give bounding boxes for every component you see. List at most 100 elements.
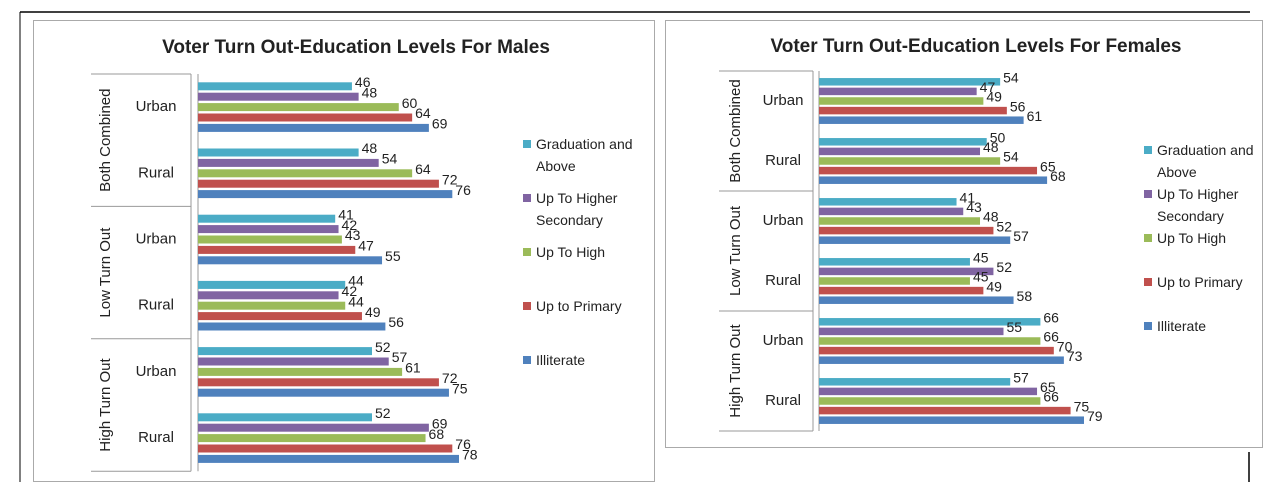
category-label: Rural [765,152,801,169]
data-label: 49 [365,304,381,320]
group-label: Low Turn Out [727,205,744,296]
data-label: 48 [983,209,999,225]
legend-label: Graduation and Above [1157,142,1254,180]
data-label: 65 [1040,158,1056,174]
data-label: 57 [1013,370,1029,386]
data-label: 69 [432,116,448,132]
legend-item: Up to Primary [1144,271,1263,293]
group-label: Both Combined [727,79,744,182]
chart: Voter Turn Out-Education Levels For Male… [33,20,655,482]
legend-swatch [1144,322,1152,330]
data-label: 76 [455,182,471,198]
bar [198,256,383,265]
bar [198,444,453,453]
bar [819,397,1041,405]
bar [198,214,336,223]
legend-swatch [523,194,531,202]
bar [198,322,386,331]
data-label: 55 [1006,319,1022,335]
data-label: 52 [996,218,1012,234]
data-label: 78 [462,447,478,463]
bar [819,198,957,206]
legend-swatch [1144,234,1152,242]
data-label: 52 [375,339,391,355]
data-label: 47 [358,238,374,254]
legend-label: Up to Primary [536,298,622,314]
data-label: 65 [1040,379,1056,395]
chart-title: Voter Turn Out-Education Levels For Fema… [770,36,1181,57]
bar [198,179,439,188]
bar [198,388,449,397]
data-label: 48 [983,139,999,155]
bar [819,116,1024,124]
data-label: 42 [342,283,358,299]
data-label: 43 [966,199,982,215]
legend-swatch [523,140,531,148]
data-label: 60 [402,95,418,111]
bar [198,123,429,132]
plot: Voter Turn Out-Education Levels For Male… [91,37,550,472]
legend-label: Up To Higher Secondary [1157,186,1239,224]
data-label: 47 [980,79,996,95]
data-label: 68 [429,426,445,442]
bar [198,113,413,122]
bar [819,106,1007,115]
category-label: Rural [138,164,174,181]
category-label: Urban [136,363,177,380]
data-label: 52 [996,259,1012,275]
bar [198,423,429,432]
legend-label: Up To Higher Secondary [536,190,618,228]
data-label: 72 [442,370,458,386]
data-label: 72 [442,171,458,187]
legend-label: Up To High [1157,230,1227,246]
bar [819,258,970,266]
bar [198,92,359,101]
data-label: 61 [1027,108,1043,124]
bar [819,346,1054,355]
data-label: 42 [342,217,358,233]
legend-swatch [1144,278,1152,286]
data-label: 44 [348,293,364,309]
legend-label: Illiterate [1157,318,1207,334]
group-label: Both Combined [97,88,114,191]
data-label: 54 [1003,149,1019,165]
bar [819,97,984,105]
bar [198,357,389,366]
data-label: 70 [1057,338,1073,354]
legend-label: Up To High [536,244,606,260]
data-label: 58 [1017,288,1033,304]
data-label: 43 [345,227,361,243]
data-label: 56 [1010,98,1026,114]
bar [819,207,964,216]
bar [819,356,1064,364]
category-label: Urban [136,230,177,247]
bar [198,291,339,300]
category-label: Rural [138,297,174,314]
bar [819,406,1071,415]
group-label: High Turn Out [97,357,114,451]
data-label: 75 [1074,398,1090,414]
legend-swatch [523,356,531,364]
data-label: 41 [960,190,976,206]
data-label: 64 [415,161,431,177]
legend-item: Up To Higher Secondary [1144,183,1263,227]
bar [819,286,984,295]
bar [198,190,453,199]
legend-label: Illiterate [536,352,586,368]
legend-swatch [523,248,531,256]
bar [198,103,399,112]
legend-label: Graduation and Above [536,136,633,174]
data-label: 49 [986,89,1002,105]
legend-item: Up to Primary [523,295,648,317]
bar [198,413,372,422]
bar [819,416,1084,424]
data-label: 50 [990,130,1006,146]
bar [819,236,1011,244]
chart: Voter Turn Out-Education Levels For Fema… [665,20,1263,448]
data-label: 54 [382,151,398,167]
bar [198,312,362,321]
data-label: 61 [405,360,421,376]
data-label: 66 [1043,310,1059,326]
legend-item: Up To High [523,241,648,263]
data-label: 41 [338,206,354,222]
